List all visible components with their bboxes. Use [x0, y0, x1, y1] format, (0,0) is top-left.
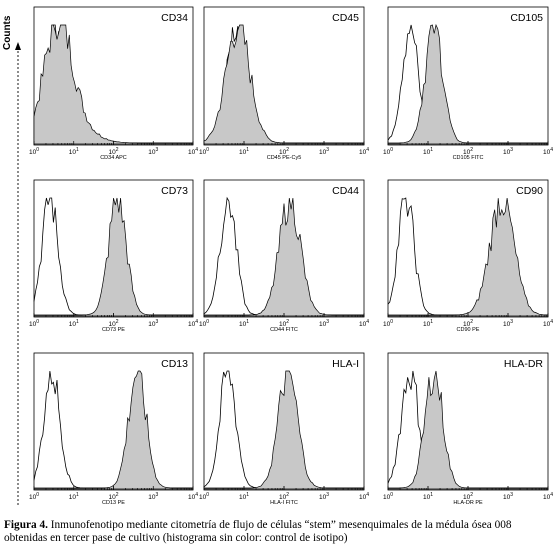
x-tick-label: 102: [108, 319, 118, 328]
x-tick-label: 103: [503, 492, 513, 501]
x-tick-label: 101: [239, 492, 249, 501]
x-tick-label: 101: [239, 147, 249, 156]
x-tick-label: 101: [423, 147, 433, 156]
x-tick-label: 101: [423, 319, 433, 328]
x-tick-label: 103: [503, 319, 513, 328]
x-tick-label: 104: [543, 147, 553, 156]
x-tick-label: 103: [503, 147, 513, 156]
marker-histogram: [203, 370, 365, 490]
x-axis-label: CD105 FITC: [453, 155, 484, 161]
x-axis-label: CD13 PE: [102, 500, 125, 506]
x-tick-label: 104: [188, 492, 198, 501]
x-tick-label: 104: [359, 147, 369, 156]
x-tick-label: 100: [29, 147, 39, 156]
x-tick-label: 100: [199, 319, 209, 328]
panel-title: CD73: [161, 185, 188, 197]
panel-title: HLA-DR: [504, 358, 544, 370]
x-tick-label: 103: [148, 147, 158, 156]
x-tick-label: 101: [69, 147, 79, 156]
x-tick-label: 104: [543, 492, 553, 501]
x-tick-label: 103: [319, 492, 329, 501]
histogram-panel-cd90: CD90 100 101 102 103 104 CD90 PE: [383, 179, 553, 333]
marker-histogram: [33, 370, 194, 490]
marker-histogram: [387, 197, 549, 317]
marker-histogram: [33, 197, 194, 317]
x-tick-label: 103: [148, 492, 158, 501]
panel-title: CD44: [332, 185, 359, 197]
figure-caption: Figura 4. Inmunofenotipo mediante citome…: [4, 519, 554, 545]
panel-frame: [33, 352, 194, 491]
histogram-panel-cd45: CD45 100 101 102 103 104 CD45 PE-Cy5: [199, 6, 369, 161]
marker-histogram: [203, 197, 365, 317]
x-tick-label: 100: [199, 147, 209, 156]
x-axis-label: CD34 APC: [100, 155, 127, 161]
x-axis-label: CD90 PE: [457, 327, 480, 333]
panel-frame: [387, 352, 549, 491]
panel-frame: [387, 6, 549, 146]
histogram-panel-cd105: CD105 100 101 102 103 104 CD105 FITC: [383, 6, 553, 161]
x-tick-label: 103: [319, 319, 329, 328]
x-tick-label: 100: [29, 492, 39, 501]
histogram-panel-cd34: CD34 100 101 102 103 104 CD34 APC: [29, 6, 198, 161]
caption-label: Figura 4.: [4, 519, 48, 531]
x-tick-label: 104: [359, 492, 369, 501]
panel-title: HLA-I: [332, 358, 359, 370]
x-tick-label: 104: [188, 319, 198, 328]
x-tick-label: 102: [463, 319, 473, 328]
histogram-panel-cd44: CD44 100 101 102 103 104 CD44 FITC: [199, 179, 369, 333]
y-axis-label: Counts: [2, 15, 13, 50]
caption-text: Inmunofenotipo mediante citometría de fl…: [4, 519, 512, 544]
x-tick-label: 100: [383, 147, 393, 156]
x-tick-label: 102: [463, 492, 473, 501]
x-tick-label: 103: [148, 319, 158, 328]
x-tick-label: 104: [188, 147, 198, 156]
x-tick-label: 100: [29, 319, 39, 328]
x-axis-label: CD44 FITC: [270, 327, 298, 333]
x-tick-label: 103: [319, 147, 329, 156]
histogram-panel-cd13: CD13 100 101 102 103 104 CD13 PE: [29, 352, 198, 506]
x-tick-label: 100: [383, 492, 393, 501]
x-tick-label: 101: [423, 492, 433, 501]
x-tick-label: 102: [279, 147, 289, 156]
marker-histogram: [203, 24, 365, 145]
x-tick-label: 102: [108, 147, 118, 156]
flow-cytometry-figure: Counts CD34 100 101 102 103 104 CD34 APC CD45 10…: [2, 6, 553, 506]
x-tick-label: 101: [69, 319, 79, 328]
marker-histogram: [387, 370, 549, 490]
x-tick-label: 101: [69, 492, 79, 501]
x-tick-label: 100: [383, 319, 393, 328]
histogram-panel-hla-dr: HLA-DR 100 101 102 103 104 HLA-DR PE: [383, 352, 553, 506]
x-axis-label: HLA-DR PE: [453, 500, 483, 506]
x-axis-label: CD45 PE-Cy5: [267, 155, 302, 161]
x-tick-label: 101: [239, 319, 249, 328]
y-axis-global: Counts: [2, 15, 21, 505]
panel-title: CD45: [332, 12, 359, 24]
marker-histogram: [387, 23, 549, 145]
marker-histogram: [33, 24, 194, 145]
x-tick-label: 102: [463, 147, 473, 156]
x-tick-label: 104: [359, 319, 369, 328]
panel-title: CD105: [510, 12, 543, 24]
panel-title: CD90: [516, 185, 543, 197]
x-tick-label: 100: [199, 492, 209, 501]
x-axis-label: CD73 PE: [102, 327, 125, 333]
panel-title: CD13: [161, 358, 188, 370]
x-axis-label: HLA-I FITC: [270, 500, 298, 506]
x-tick-label: 102: [108, 492, 118, 501]
histogram-panel-cd73: CD73 100 101 102 103 104 CD73 PE: [29, 179, 198, 333]
x-tick-label: 104: [543, 319, 553, 328]
panel-title: CD34: [161, 12, 188, 24]
x-tick-label: 102: [279, 319, 289, 328]
x-tick-label: 102: [279, 492, 289, 501]
histogram-panel-hla-i: HLA-I 100 101 102 103 104 HLA-I FITC: [199, 352, 369, 506]
